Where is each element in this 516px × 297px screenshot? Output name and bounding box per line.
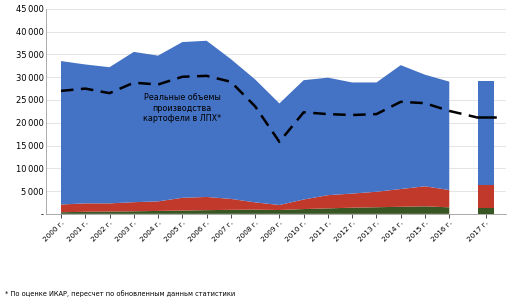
Bar bbox=[478, 185, 493, 208]
Text: Реальные объемы
производства
картофели в ЛПХ*: Реальные объемы производства картофели в… bbox=[143, 93, 221, 123]
Bar bbox=[478, 81, 493, 185]
Text: * По оценке ИКАР, пересчет по обновленным данньм статистики: * По оценке ИКАР, пересчет по обновленны… bbox=[5, 290, 235, 297]
Legend: Крестьянские (фермерские) хозяйства и ИП, Сельскохозяйственные организации, Хозя: Крестьянские (фермерские) хозяйства и ИП… bbox=[38, 295, 459, 297]
Bar bbox=[478, 208, 493, 214]
